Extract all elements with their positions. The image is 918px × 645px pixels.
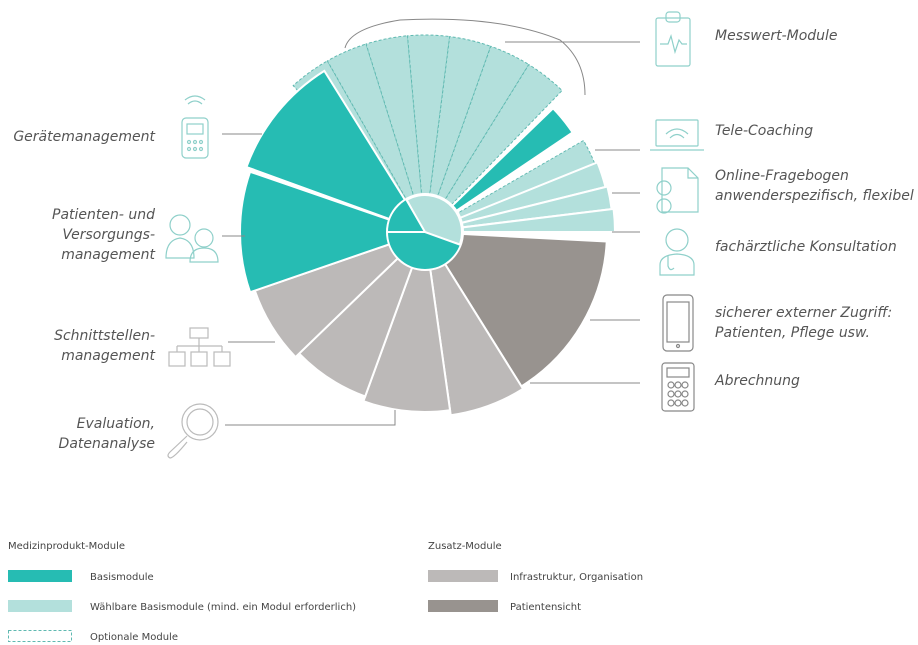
module-segment xyxy=(362,231,452,413)
module-segment xyxy=(424,45,530,233)
legend-title: Medizinprodukt-Module xyxy=(8,541,125,552)
module-segment xyxy=(423,230,608,388)
icons xyxy=(165,11,704,459)
label: Tele-Coaching xyxy=(715,123,813,139)
label: Schnittstellen- xyxy=(54,328,155,344)
module-segment xyxy=(406,34,451,233)
hub-dividers xyxy=(387,198,462,246)
legend-swatch xyxy=(8,570,72,582)
label: fachärztliche Konsultation xyxy=(715,239,897,255)
hub-upper-fill xyxy=(408,196,461,244)
label: Evaluation, xyxy=(77,416,155,432)
labels: Gerätemanagement Patienten- und Versorgung… xyxy=(13,28,914,452)
label: sicherer externer Zugriff: xyxy=(715,305,892,321)
legend-swatch xyxy=(428,570,498,582)
label: Patienten- und xyxy=(52,207,155,223)
module-segment xyxy=(245,69,428,234)
label: Patienten, Pflege usw. xyxy=(715,325,870,341)
label: Versorgungs- xyxy=(62,227,155,243)
legend-item: Optionale Module xyxy=(90,632,178,643)
legend-swatch xyxy=(8,600,72,612)
module-segment xyxy=(239,170,429,294)
legend-item: Wählbare Basismodule (mind. ein Modul er… xyxy=(90,602,356,613)
label: management xyxy=(61,348,155,364)
legend-title: Zusatz-Module xyxy=(428,541,502,552)
legend-item: Basismodule xyxy=(90,572,154,583)
messwert-bracket xyxy=(344,18,586,96)
module-wheel xyxy=(239,34,617,417)
legend-swatch xyxy=(8,630,72,642)
module-segment xyxy=(365,35,426,233)
leader-lines xyxy=(222,41,640,426)
label: Messwert-Module xyxy=(715,28,838,44)
label: Datenanalyse xyxy=(59,436,155,452)
legend-item: Infrastruktur, Organisation xyxy=(510,572,643,583)
module-segment xyxy=(424,231,525,417)
label: Gerätemanagement xyxy=(13,129,155,145)
module-segment xyxy=(424,139,596,233)
module-segment xyxy=(424,106,574,233)
label: Abrechnung xyxy=(714,373,800,389)
label: management xyxy=(61,247,155,263)
label: Online-Fragebogen xyxy=(715,168,849,184)
label: anwenderspezifisch, flexibel xyxy=(715,188,914,204)
legend-swatch xyxy=(428,600,498,612)
legend: Medizinprodukt-Module Basismodule Wählbare… xyxy=(8,541,643,643)
module-segment xyxy=(326,43,426,233)
module-segment xyxy=(424,63,563,233)
legend-item: Patientensicht xyxy=(510,602,581,613)
module-segment xyxy=(424,35,492,233)
